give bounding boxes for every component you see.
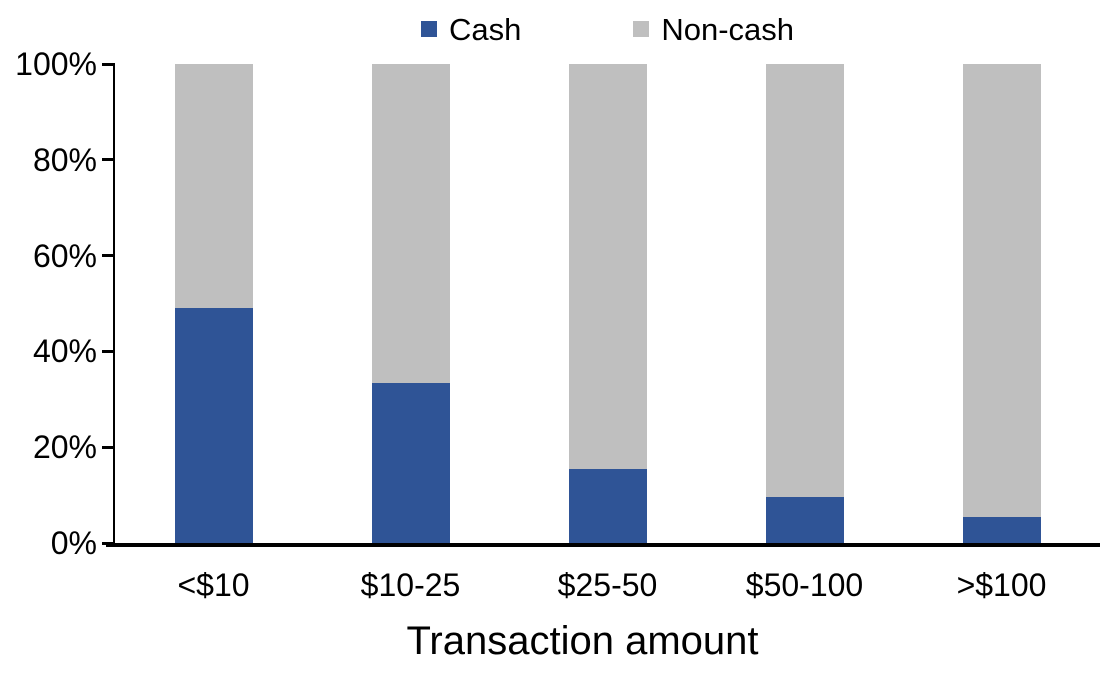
- x-axis-category-labels: <$10 $10-25 $25-50 $50-100 >$100: [115, 568, 1100, 602]
- bar-segment-non-cash: [765, 64, 844, 498]
- y-axis-tick: [102, 62, 115, 66]
- y-axis-tick: [102, 254, 115, 258]
- y-axis-line: [113, 64, 115, 543]
- x-axis-line: [106, 543, 1100, 547]
- y-axis-tick: [102, 541, 115, 545]
- bar-column-5: [903, 64, 1100, 543]
- legend-swatch-cash: [420, 21, 437, 37]
- x-category-label: $25-50: [557, 567, 658, 603]
- y-axis-tick: [102, 445, 115, 449]
- bar-column-1: [115, 64, 312, 543]
- bar-segment-cash: [174, 308, 253, 543]
- chart-legend: Cash Non-cash: [115, 12, 1100, 46]
- stacked-bar: [371, 64, 450, 543]
- legend-label-cash: Cash: [448, 11, 522, 47]
- bar-column-4: [706, 64, 903, 543]
- stacked-bar: [765, 64, 844, 543]
- bar-segment-non-cash: [371, 64, 450, 383]
- bar-segment-cash: [568, 468, 647, 543]
- bar-segment-cash: [371, 382, 450, 543]
- bar-column-3: [509, 64, 706, 543]
- bar-segment-cash: [765, 497, 844, 543]
- stacked-bar: [962, 64, 1041, 543]
- legend-swatch-non-cash: [633, 21, 650, 37]
- y-axis-tick-label: 40%: [32, 333, 97, 370]
- bar-segment-cash: [962, 516, 1041, 543]
- y-axis-tick-label: 0%: [50, 525, 97, 561]
- bars-container: [115, 64, 1100, 543]
- y-axis-tick-label: 80%: [32, 141, 97, 178]
- stacked-bar: [174, 64, 253, 543]
- bar-column-2: [312, 64, 509, 543]
- plot-area: [115, 64, 1100, 543]
- y-axis-tick: [102, 158, 115, 162]
- bar-segment-non-cash: [568, 64, 647, 469]
- x-axis-title: Transaction amount: [406, 619, 759, 663]
- y-axis-tick-label: 60%: [32, 237, 97, 274]
- legend-item-cash: Cash: [420, 11, 522, 47]
- legend-item-non-cash: Non-cash: [633, 14, 794, 45]
- x-category-label: $50-100: [745, 567, 864, 603]
- x-category-label: $10-25: [360, 567, 461, 603]
- y-axis-tick-label: 100%: [15, 46, 97, 82]
- stacked-bar: [568, 64, 647, 543]
- legend-label-non-cash: Non-cash: [661, 11, 795, 47]
- x-category-label: >$100: [956, 567, 1047, 603]
- bar-segment-non-cash: [962, 64, 1041, 517]
- y-axis-tick: [102, 349, 115, 353]
- y-axis-tick-label: 20%: [32, 429, 97, 466]
- bar-segment-non-cash: [174, 64, 253, 309]
- x-category-label: <$10: [177, 567, 250, 603]
